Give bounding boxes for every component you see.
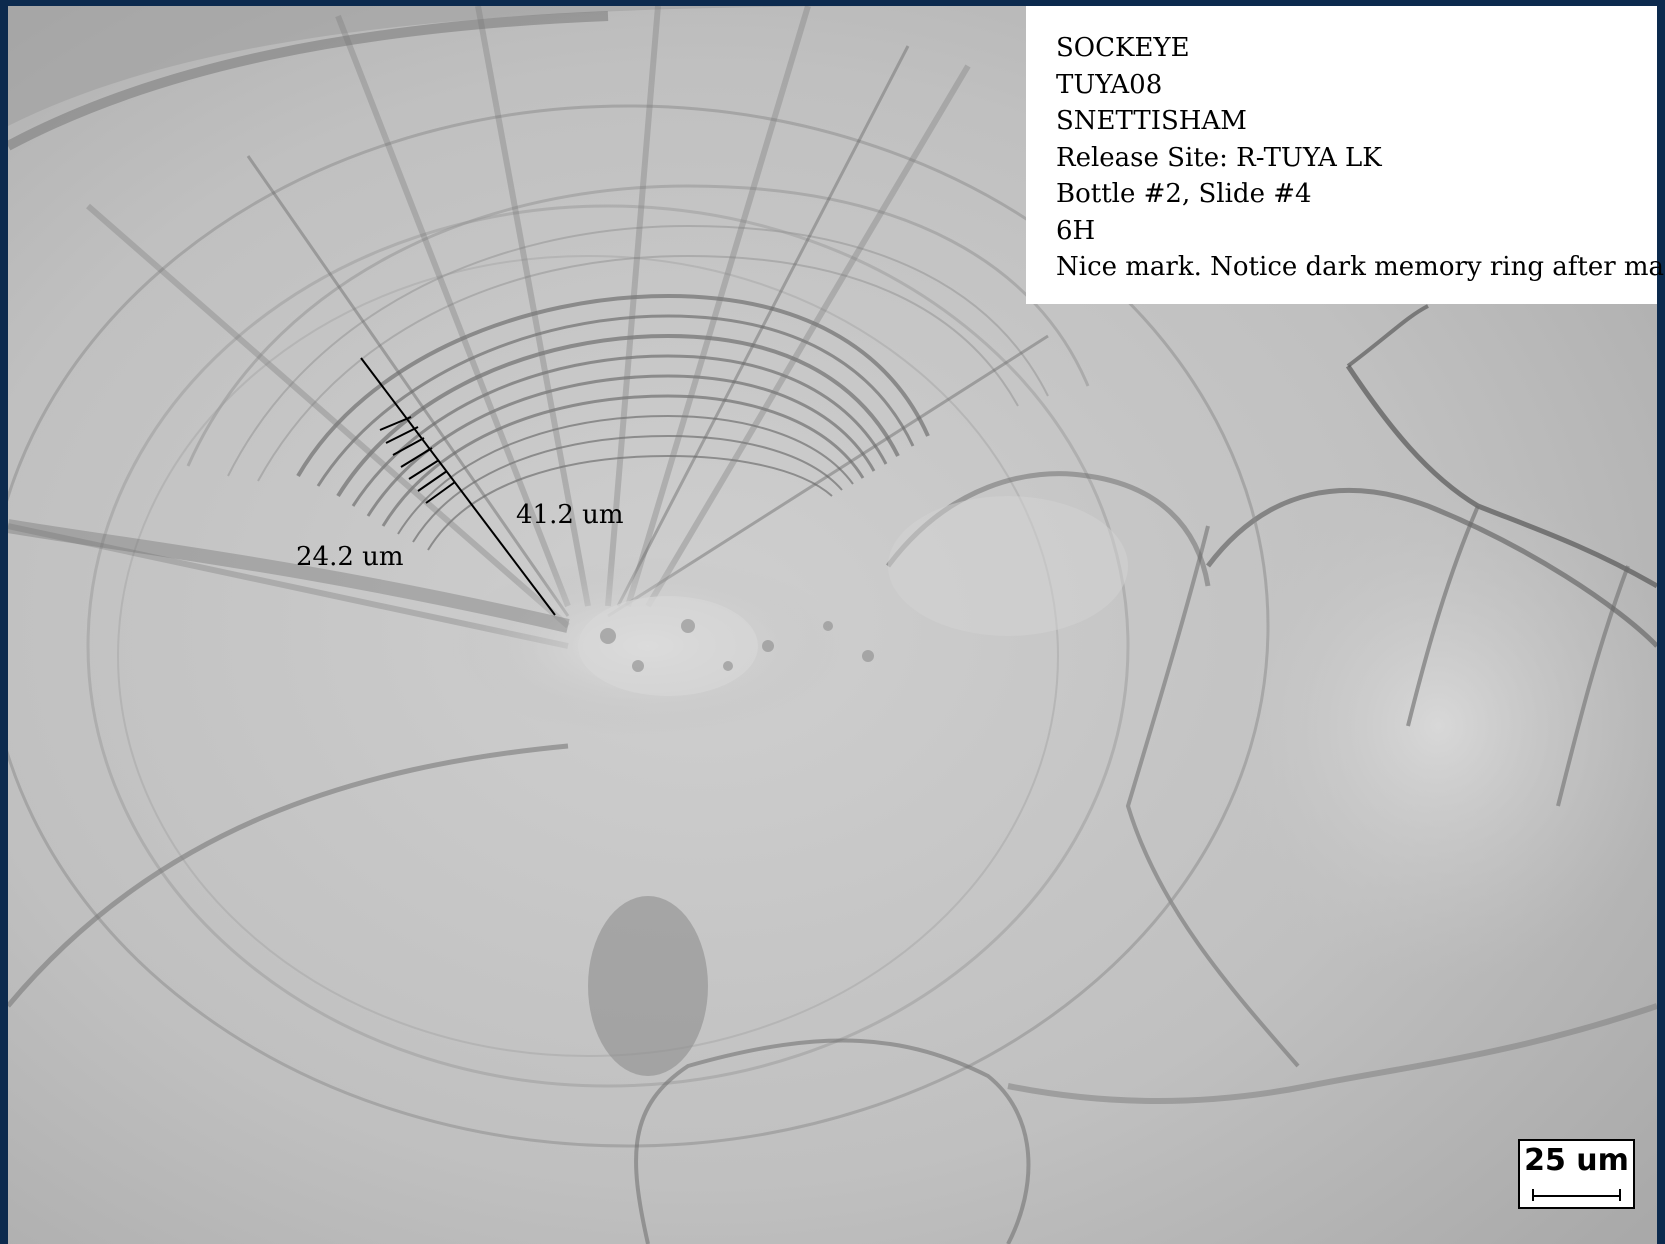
info-release-site: Release Site: R-TUYA LK [1056,140,1643,177]
scale-bar-tick-left [1532,1189,1534,1201]
outer-measurement-label: 41.2 um [516,500,624,530]
sample-info-box: SOCKEYE TUYA08 SNETTISHAM Release Site: … [1026,6,1657,304]
scale-bar-label: 25 um [1520,1143,1633,1178]
scale-bar-tick-right [1619,1189,1621,1201]
info-bottle-slide: Bottle #2, Slide #4 [1056,176,1643,213]
info-location: SNETTISHAM [1056,103,1643,140]
scale-bar: 25 um [1518,1139,1635,1209]
info-code: TUYA08 [1056,67,1643,104]
info-mark-code: 6H [1056,213,1643,250]
info-species: SOCKEYE [1056,30,1643,67]
info-note: Nice mark. Notice dark memory ring after… [1056,249,1643,286]
scale-bar-line [1532,1195,1621,1197]
inner-measurement-label: 24.2 um [296,542,404,572]
